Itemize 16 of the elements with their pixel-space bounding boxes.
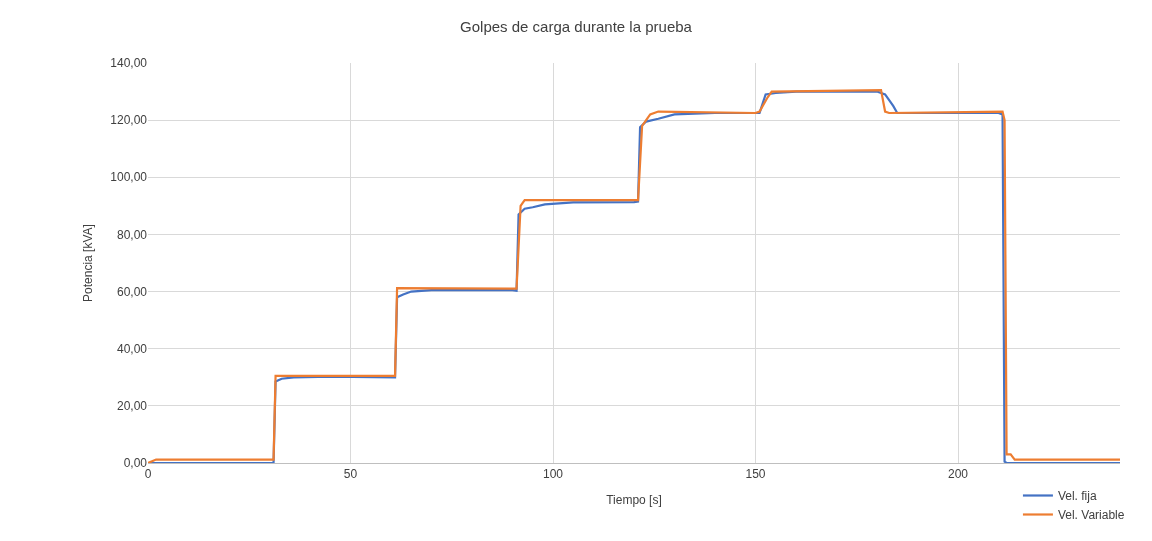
y-tick-label: 140,00 xyxy=(110,56,148,71)
x-tick-label: 100 xyxy=(542,467,564,482)
x-tick-label: 50 xyxy=(343,467,358,482)
y-tick-label: 60,00 xyxy=(116,284,148,299)
y-tick-label: 20,00 xyxy=(116,399,148,414)
x-axis-title: Tiempo [s] xyxy=(606,493,662,508)
y-tick-label: 120,00 xyxy=(110,113,148,128)
y-tick-label: 80,00 xyxy=(116,227,148,242)
x-tick-label: 200 xyxy=(947,467,969,482)
legend-label: Vel. fija xyxy=(1057,489,1097,504)
y-tick-label: 100,00 xyxy=(110,170,148,185)
chart-title: Golpes de carga durante la prueba xyxy=(460,18,693,36)
x-tick-label: 150 xyxy=(745,467,766,482)
legend-label: Vel. Variable xyxy=(1057,508,1125,523)
y-axis-title: Potencia [kVA] xyxy=(80,224,95,302)
y-tick-label: 40,00 xyxy=(116,341,148,356)
